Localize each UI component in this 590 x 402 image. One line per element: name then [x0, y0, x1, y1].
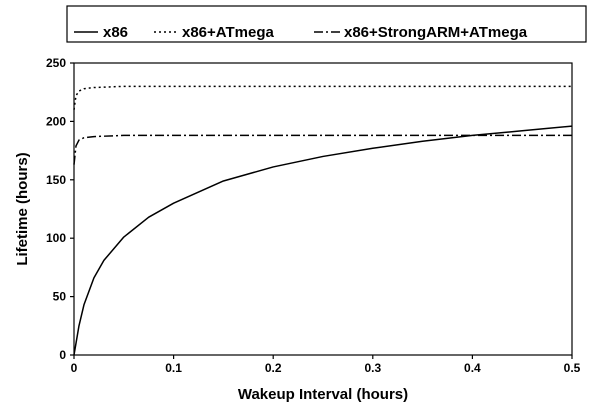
- x-tick-label: 0.3: [364, 361, 381, 375]
- y-tick-label: 100: [46, 231, 66, 245]
- legend-label-x86: x86: [103, 24, 128, 41]
- x-axis-ticks: 0 0.1 0.2 0.3 0.4 0.5: [71, 355, 581, 375]
- legend: x86 x86+ATmega x86+StrongARM+ATmega: [66, 5, 587, 43]
- series-lines: [73, 85, 573, 356]
- series-line-x86-atmega: [73, 85, 572, 110]
- x-tick-label: 0.4: [464, 361, 481, 375]
- x-tick-label: 0: [71, 361, 78, 375]
- plot-area: [73, 62, 573, 356]
- legend-box: [66, 5, 587, 43]
- y-axis-ticks: 0 50 100 150 200 250: [46, 56, 74, 362]
- legend-label-x86-atmega: x86+ATmega: [182, 24, 275, 41]
- legend-label-x86-strongarm-atmega: x86+StrongARM+ATmega: [344, 24, 528, 41]
- y-tick-label: 0: [59, 348, 66, 362]
- series-line-x86: [73, 125, 573, 356]
- x-tick-label: 0.5: [564, 361, 581, 375]
- y-tick-label: 250: [46, 56, 66, 70]
- y-tick-label: 150: [46, 173, 66, 187]
- y-axis-label: Lifetime (hours): [14, 152, 31, 265]
- y-tick-label: 50: [53, 290, 67, 304]
- x-axis-label: Wakeup Interval (hours): [238, 386, 408, 402]
- x-tick-label: 0.2: [265, 361, 282, 375]
- series-line-x86-strongarm-atmega: [73, 134, 572, 165]
- x-tick-label: 0.1: [165, 361, 182, 375]
- y-tick-label: 200: [46, 114, 66, 128]
